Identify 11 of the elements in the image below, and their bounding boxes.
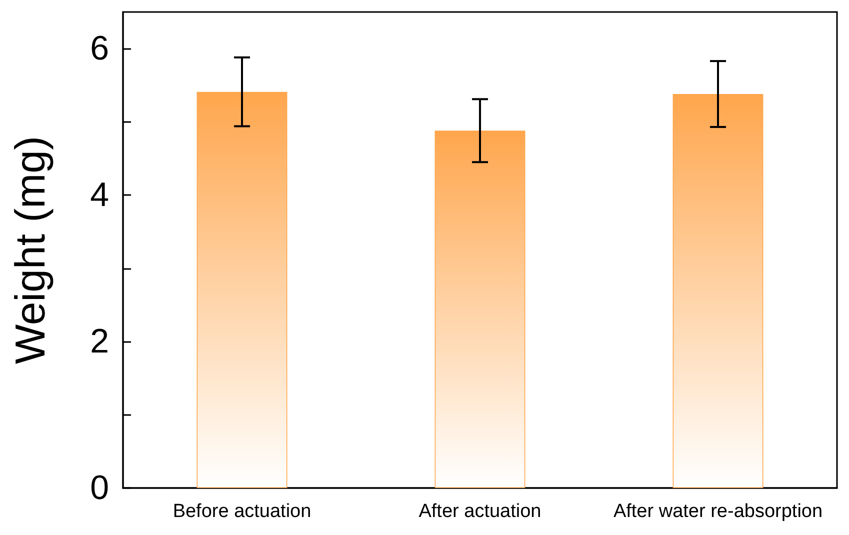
y-tick-label: 4 bbox=[90, 176, 109, 214]
bar bbox=[672, 94, 764, 488]
bar bbox=[196, 92, 288, 488]
y-axis-title: Weight (mg) bbox=[6, 136, 54, 364]
x-tick-label: After actuation bbox=[418, 501, 542, 522]
x-tick-label: After water re-absorption bbox=[613, 501, 823, 522]
y-tick-label: 2 bbox=[90, 322, 109, 361]
x-tick-label: Before actuation bbox=[172, 501, 312, 522]
y-tick-label: 6 bbox=[90, 30, 109, 68]
y-tick-label: 0 bbox=[90, 469, 109, 507]
bar bbox=[434, 130, 526, 488]
